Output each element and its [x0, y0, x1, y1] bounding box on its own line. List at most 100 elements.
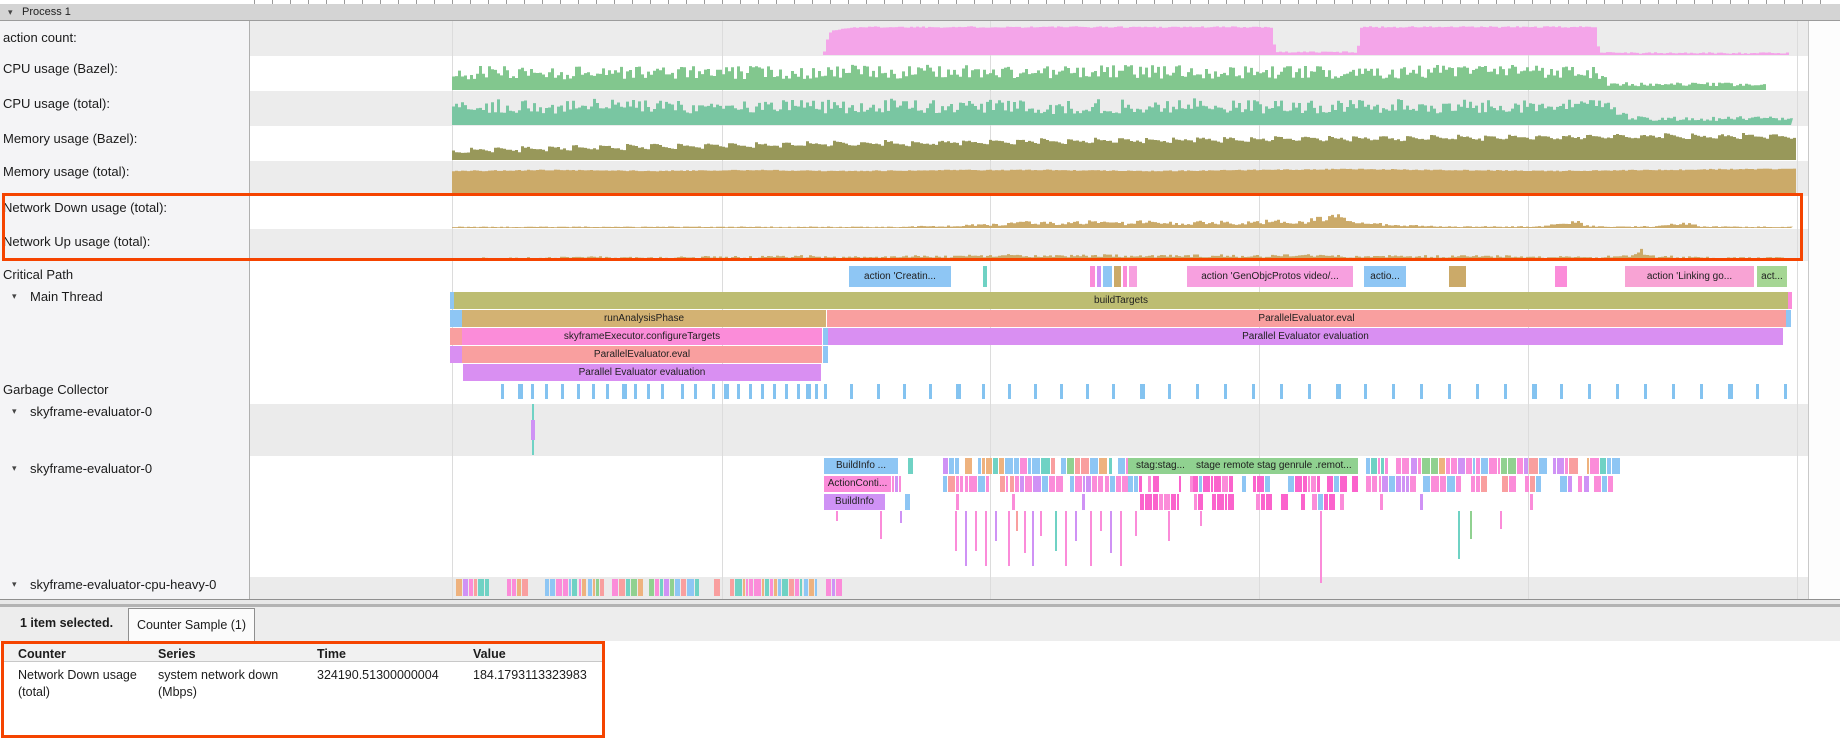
gc-tick[interactable]	[1280, 384, 1283, 399]
trace-slice[interactable]	[1190, 476, 1193, 492]
gc-tick[interactable]	[634, 384, 637, 399]
trace-slice[interactable]	[1516, 458, 1523, 474]
gc-tick[interactable]	[1616, 384, 1619, 399]
trace-slice-thin[interactable]	[1470, 511, 1472, 539]
trace-slice[interactable]	[450, 346, 462, 363]
trace-slice[interactable]	[835, 579, 842, 596]
trace-slice[interactable]	[555, 579, 562, 596]
gc-tick[interactable]	[1532, 384, 1537, 399]
trace-slice[interactable]	[1569, 458, 1578, 474]
gc-tick[interactable]	[1224, 384, 1227, 399]
gc-tick[interactable]	[724, 384, 729, 399]
trace-slice[interactable]	[1004, 458, 1013, 474]
trace-slice[interactable]	[1371, 458, 1377, 474]
gc-tick[interactable]	[1060, 384, 1063, 399]
trace-slice[interactable]	[978, 476, 985, 492]
sidebar-item-garbage-collector[interactable]: Garbage Collector	[0, 382, 250, 398]
trace-slice[interactable]	[1559, 476, 1568, 492]
gc-tick[interactable]	[982, 384, 985, 399]
trace-slice[interactable]	[735, 579, 742, 596]
trace-slice[interactable]	[954, 458, 960, 474]
trace-slice[interactable]	[956, 476, 959, 492]
counter-chart-cpu-usage-total-[interactable]	[452, 98, 1793, 125]
gc-tick[interactable]	[761, 384, 764, 399]
collapse-arrow-icon[interactable]: ▾	[12, 463, 17, 473]
trace-slice[interactable]	[1456, 476, 1461, 492]
gc-tick[interactable]	[1784, 384, 1787, 399]
sidebar-item-skyframe-evaluator-0[interactable]: ▾ skyframe-evaluator-0	[0, 461, 250, 477]
sidebar-item-network-down-usage-total-[interactable]: Network Down usage (total):	[0, 200, 250, 216]
trace-slice[interactable]	[456, 579, 462, 596]
trace-slice[interactable]	[571, 579, 578, 596]
trace-slice[interactable]	[1528, 458, 1538, 474]
trace-slice[interactable]	[1287, 476, 1295, 492]
trace-slice[interactable]	[983, 266, 987, 287]
trace-slice[interactable]	[474, 579, 477, 596]
trace-slice[interactable]	[1352, 476, 1359, 492]
trace-slice[interactable]	[782, 579, 788, 596]
trace-slice[interactable]	[626, 579, 630, 596]
trace-slice[interactable]	[1583, 476, 1590, 492]
trace-slice[interactable]	[1601, 476, 1607, 492]
trace-slice[interactable]	[1326, 476, 1333, 492]
trace-slice[interactable]	[1317, 476, 1321, 492]
trace-slice[interactable]	[1134, 476, 1139, 492]
trace-slice-thin[interactable]	[1110, 511, 1112, 553]
trace-slice[interactable]	[1329, 494, 1336, 510]
gc-tick[interactable]	[773, 384, 776, 399]
trace-slice[interactable]	[1242, 476, 1247, 492]
trace-slice[interactable]	[1555, 266, 1567, 287]
trace-slice[interactable]	[1431, 458, 1439, 474]
trace-slice[interactable]	[581, 579, 587, 596]
trace-slice[interactable]	[1050, 458, 1055, 474]
trace-slice[interactable]	[999, 458, 1004, 474]
trace-slice[interactable]	[1171, 494, 1176, 510]
trace-slice[interactable]: skyframeExecutor.configureTargets	[462, 328, 822, 345]
trace-slice[interactable]	[1089, 458, 1098, 474]
trace-slice[interactable]	[1049, 476, 1055, 492]
trace-slice[interactable]: BuildInfo	[824, 494, 885, 510]
trace-slice[interactable]	[1449, 266, 1466, 287]
trace-slice[interactable]	[1535, 476, 1542, 492]
panel-splitter[interactable]	[0, 599, 1840, 600]
gc-tick[interactable]	[1420, 384, 1423, 399]
trace-slice[interactable]	[463, 579, 469, 596]
trace-slice[interactable]	[814, 579, 818, 596]
trace-slice[interactable]	[1303, 476, 1307, 492]
gc-tick[interactable]	[956, 384, 961, 399]
table-cell[interactable]: 184.1793113323983	[473, 668, 587, 682]
trace-slice[interactable]	[803, 579, 808, 596]
trace-slice[interactable]	[1075, 458, 1081, 474]
trace-slice-thin[interactable]	[1135, 511, 1137, 536]
sidebar-item-main-thread[interactable]: ▾ Main Thread	[0, 289, 250, 305]
trace-slice-thin[interactable]	[995, 511, 997, 541]
trace-slice[interactable]	[1265, 476, 1271, 492]
collapse-arrow-icon[interactable]: ▾	[8, 7, 13, 17]
trace-slice[interactable]	[1024, 476, 1032, 492]
trace-slice[interactable]	[512, 579, 516, 596]
sidebar-item-network-up-usage-total-[interactable]: Network Up usage (total):	[0, 234, 250, 250]
trace-slice-thin[interactable]	[1016, 511, 1018, 531]
trace-slice[interactable]	[516, 579, 521, 596]
trace-slice[interactable]	[770, 579, 774, 596]
gc-tick[interactable]	[577, 384, 580, 399]
counter-chart-action-count[interactable]	[823, 26, 1789, 55]
gc-tick[interactable]	[1008, 384, 1011, 399]
trace-slice[interactable]	[1082, 476, 1086, 492]
trace-slice[interactable]	[993, 458, 999, 474]
trace-slice[interactable]	[587, 579, 592, 596]
trace-slice-thin[interactable]	[1032, 511, 1034, 566]
trace-slice[interactable]	[1227, 494, 1234, 510]
trace-slice[interactable]	[999, 476, 1006, 492]
trace-slice[interactable]	[1210, 476, 1214, 492]
trace-slice[interactable]: actio...	[1364, 266, 1406, 287]
gc-tick[interactable]	[737, 384, 740, 399]
trace-slice[interactable]	[1402, 476, 1405, 492]
table-cell[interactable]: system network down (Mbps)	[158, 668, 279, 699]
trace-slice[interactable]	[578, 579, 581, 596]
trace-slice[interactable]	[1098, 476, 1104, 492]
track-area[interactable]: action 'Creatin... action 'GenObjcProtos …	[0, 21, 1840, 599]
trace-slice[interactable]	[907, 458, 914, 474]
trace-slice[interactable]	[1212, 494, 1217, 510]
trace-slice-thin[interactable]	[1055, 511, 1057, 551]
